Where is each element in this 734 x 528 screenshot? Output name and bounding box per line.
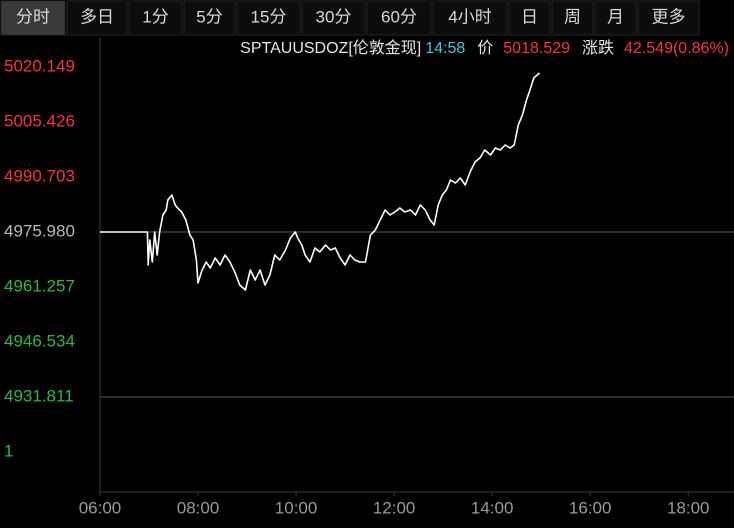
- tab-label[interactable]: 分时: [16, 7, 50, 26]
- x-tick-label: 16:00: [569, 498, 612, 517]
- y-tick-label: 4975.980: [4, 221, 75, 240]
- tab[interactable]: 多日: [66, 0, 128, 36]
- x-tick-label: 12:00: [373, 498, 416, 517]
- y-tick-label: 1: [4, 441, 13, 460]
- x-tick-label: 18:00: [667, 498, 710, 517]
- tab[interactable]: 月: [594, 0, 637, 36]
- tab-bg[interactable]: [66, 0, 128, 36]
- tab-label[interactable]: 4小时: [448, 7, 491, 26]
- quote-header: SPTAUUSDOZ[伦敦金现] 14:58 价 5018.529 涨跌 42.549(0…: [240, 39, 729, 57]
- tab[interactable]: 周: [551, 0, 594, 36]
- y-tick-label: 4961.257: [4, 276, 75, 295]
- y-tick-label: 4931.811: [4, 386, 74, 405]
- tab[interactable]: 更多: [637, 0, 700, 36]
- tab-bg[interactable]: [366, 0, 432, 36]
- change-label: 涨跌: [582, 39, 614, 57]
- tab-label[interactable]: 日: [521, 7, 538, 26]
- symbol: SPTAUUSDOZ[伦敦金现]: [240, 39, 421, 57]
- tab[interactable]: 日: [508, 0, 551, 36]
- tab[interactable]: 5分: [183, 0, 236, 36]
- tab-label[interactable]: 5分: [196, 7, 222, 26]
- tab-label[interactable]: 1分: [142, 7, 168, 26]
- tab-label[interactable]: 周: [564, 7, 581, 26]
- tab-bg[interactable]: [236, 0, 301, 36]
- tab-label[interactable]: 月: [607, 7, 624, 26]
- tab[interactable]: 15分: [236, 0, 301, 36]
- x-tick-label: 08:00: [177, 498, 220, 517]
- tab-bg[interactable]: [301, 0, 366, 36]
- tab-label[interactable]: 60分: [381, 7, 417, 26]
- tab[interactable]: 1分: [128, 0, 183, 36]
- tab-label[interactable]: 30分: [316, 7, 352, 26]
- tab-bg[interactable]: [128, 0, 183, 36]
- tab[interactable]: 4小时: [432, 0, 508, 36]
- tab-label[interactable]: 更多: [652, 7, 686, 26]
- change: 42.549(0.86%): [624, 40, 729, 57]
- tab[interactable]: 60分: [366, 0, 432, 36]
- x-tick-label: 06:00: [79, 498, 122, 517]
- tab-bg[interactable]: [551, 0, 594, 36]
- time: 14:58: [425, 40, 465, 57]
- tab-bg[interactable]: [637, 0, 700, 36]
- tab-bg[interactable]: [508, 0, 551, 36]
- tab[interactable]: 分时: [0, 0, 66, 36]
- x-tick-label: 14:00: [471, 498, 514, 517]
- tab-bg[interactable]: [594, 0, 637, 36]
- price: 5018.529: [503, 40, 570, 57]
- y-tick-label: 4990.703: [4, 166, 75, 185]
- x-tick-label: 10:00: [275, 498, 318, 517]
- tab-bg[interactable]: [432, 0, 508, 36]
- price-line: [100, 72, 541, 291]
- tab-bg[interactable]: [183, 0, 236, 36]
- y-tick-label: 4946.534: [4, 331, 75, 350]
- tab-label[interactable]: 15分: [251, 7, 287, 26]
- tab[interactable]: 30分: [301, 0, 366, 36]
- y-tick-label: 5020.149: [4, 56, 75, 75]
- tab-bar: 分时 多日 1分 5分 15分 30分 60分 4小时 日 周 月 更多: [0, 0, 700, 36]
- y-tick-label: 5005.426: [4, 111, 75, 130]
- tab-bg[interactable]: [0, 0, 66, 36]
- tab-label[interactable]: 多日: [80, 7, 114, 26]
- price-label: 价: [477, 40, 493, 57]
